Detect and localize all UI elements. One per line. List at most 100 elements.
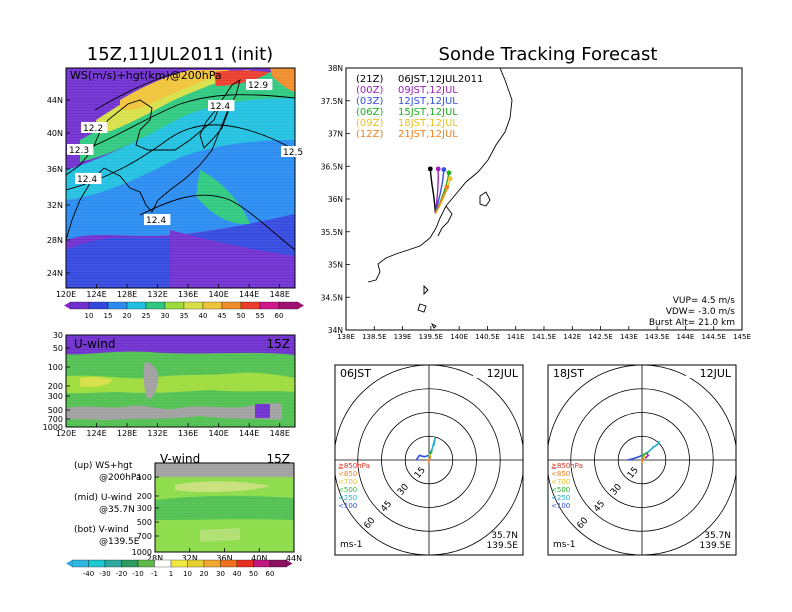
upper-colorbar: 10 15 20 25 30 35 40 45 50 55 60 — [64, 301, 304, 320]
track-line — [434, 186, 448, 214]
y-tick-label: 1000 — [43, 423, 63, 432]
x-tick-label: 120E — [56, 429, 76, 438]
colorbar-swatch — [154, 559, 172, 568]
side-legend-bot2: @139.5E — [99, 537, 140, 547]
x-tick-label: 40N — [251, 554, 267, 563]
y-tick-label: 28N — [47, 236, 63, 245]
colorbar-label: 20 — [123, 312, 132, 320]
legend-zulu: (00Z) — [356, 85, 383, 96]
side-legend-mid: (mid) U-wind — [74, 493, 132, 503]
x-tick-label: 144E — [239, 290, 259, 299]
colorbar-swatch — [170, 559, 188, 568]
hodograph-unit: ms-1 — [553, 540, 575, 550]
burst-point — [427, 166, 433, 172]
colorbar-label: 50 — [249, 570, 258, 578]
side-legend-bot: (bot) V-wind — [74, 525, 129, 535]
colorbar-label: 30 — [216, 570, 225, 578]
colorbar-label: 45 — [218, 312, 227, 320]
colorbar-label: 50 — [237, 312, 246, 320]
y-tick-label: 500 — [48, 406, 63, 415]
x-tick-label: 138E — [337, 333, 355, 341]
legend-jst: 09JST,12JUL — [398, 85, 458, 96]
hodograph-lon: 139.5E — [700, 541, 732, 551]
burst-point — [435, 166, 441, 172]
y-tick-label: 1000 — [132, 548, 152, 557]
x-tick-label: 140.5E — [475, 333, 499, 341]
level-legend-entry: <700 — [338, 478, 357, 486]
contour-label: 12.4 — [210, 102, 230, 112]
colorbar-swatch — [107, 301, 128, 310]
x-tick-label: 138.5E — [362, 333, 386, 341]
hodograph-date: 12JUL — [487, 367, 519, 380]
x-tick-label: 143.5E — [645, 333, 669, 341]
y-tick-label: 37N — [328, 130, 343, 139]
colorbar-swatch — [88, 301, 109, 310]
colorbar-swatch — [203, 559, 221, 568]
colorbar-label: 60 — [275, 312, 284, 320]
hodograph-trace — [641, 451, 649, 458]
upper-map-yticks: 44N 40N 36N 32N 28N 24N — [47, 96, 70, 278]
level-legend-entry: <850 — [551, 470, 570, 478]
x-tick-label: 44N — [286, 554, 302, 563]
hodograph-trace — [428, 456, 432, 464]
x-tick-label: 28N — [147, 554, 163, 563]
y-tick-label: 38N — [328, 64, 343, 73]
contour-label: 12.4 — [146, 216, 166, 226]
v-wind-label: V-wind — [160, 452, 200, 466]
upper-map-coastline — [66, 79, 241, 241]
level-legend-entry: <100 — [338, 502, 357, 510]
contour-label: 12.9 — [248, 81, 268, 91]
track-line — [434, 169, 445, 214]
upper-map-field — [66, 68, 295, 288]
level-legend-entry: <100 — [551, 502, 570, 510]
u-wind-xticks: 120E 124E 128E 132E 136E 140E 144E 148E — [56, 423, 290, 438]
v-wind-yticks: 100 200 300 500 700 1000 — [132, 473, 159, 557]
colorbar-label: -20 — [116, 570, 127, 578]
hodograph-time: 18JST — [553, 367, 584, 380]
v-wind-time: 15Z — [267, 452, 291, 466]
y-tick-label: 24N — [47, 269, 63, 278]
track-info-vdw: VDW= -3.0 m/s — [666, 307, 736, 317]
track-map-plot — [346, 68, 742, 330]
side-legend-mid2: @35.7N — [99, 505, 135, 515]
colorbar-swatch — [253, 559, 271, 568]
colorbar-label: 55 — [256, 312, 265, 320]
contour-label: 12.3 — [69, 146, 89, 156]
y-tick-label: 100 — [48, 363, 63, 372]
colorbar-label: 35 — [180, 312, 189, 320]
level-legend-entry: <500 — [551, 486, 570, 494]
y-tick-label: 34.5N — [321, 293, 343, 302]
y-tick-label: 300 — [137, 504, 152, 513]
x-tick-label: 124E — [86, 429, 106, 438]
u-wind-label: U-wind — [74, 337, 115, 351]
x-tick-label: 120E — [56, 290, 76, 299]
x-tick-label: 124E — [86, 290, 106, 299]
track-info-vup: VUP= 4.5 m/s — [673, 296, 736, 306]
x-tick-label: 141.5E — [532, 333, 556, 341]
level-legend-entry: <250 — [551, 494, 570, 502]
hodograph-lon: 139.5E — [487, 541, 519, 551]
y-tick-label: 44N — [47, 96, 63, 105]
y-tick-label: 30 — [53, 331, 63, 340]
x-tick-label: 136E — [178, 290, 198, 299]
x-tick-label: 142.5E — [588, 333, 612, 341]
y-tick-label: 35.5N — [321, 228, 343, 237]
burst-point — [444, 184, 450, 190]
main-title: Sonde Tracking Forecast — [439, 44, 658, 65]
upper-map-island — [199, 103, 229, 149]
contour-label: 12.2 — [83, 124, 103, 134]
burst-point — [447, 176, 453, 182]
colorbar-swatch — [69, 301, 90, 310]
colorbar-label: -40 — [83, 570, 94, 578]
colorbar-label: 40 — [199, 312, 208, 320]
track-legend: (21Z) 06JST,12JUL2011 (00Z) 09JST,12JUL (03Z… — [356, 74, 483, 140]
y-tick-label: 200 — [48, 382, 63, 391]
colorbar-swatch — [278, 301, 299, 310]
x-tick-label: 132E — [147, 290, 167, 299]
colorbar-label: -10 — [132, 570, 143, 578]
colorbar-label: 10 — [183, 570, 192, 578]
hodograph-unit: ms-1 — [340, 540, 362, 550]
